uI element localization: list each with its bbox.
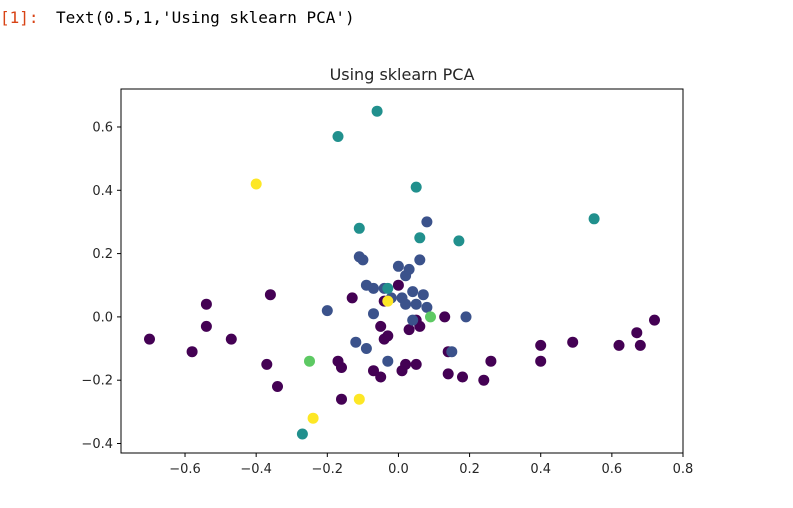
scatter-point-27 — [442, 368, 454, 380]
scatter-point-49 — [392, 260, 404, 272]
scatter-point-58 — [421, 216, 433, 228]
scatter-point-20 — [400, 358, 412, 370]
scatter-point-64 — [382, 282, 394, 294]
scatter-point-33 — [567, 336, 579, 348]
scatter-point-59 — [421, 301, 433, 313]
scatter-point-25 — [439, 311, 451, 323]
scatter-point-72 — [304, 355, 315, 367]
scatter-point-74 — [250, 178, 262, 190]
scatter-point-3 — [200, 320, 212, 332]
plot-frame — [120, 88, 684, 454]
scatter-point-55 — [410, 298, 422, 310]
scatter-point-2 — [200, 298, 212, 310]
scatter-point-51 — [400, 298, 412, 310]
output-prompt: [1]: — [0, 8, 39, 27]
scatter-point-71 — [588, 213, 600, 225]
scatter-point-60 — [407, 314, 419, 326]
scatter-point-63 — [296, 428, 308, 440]
scatter-point-37 — [649, 314, 660, 326]
x-tick-label-2: −0.2 — [312, 462, 344, 477]
scatter-point-62 — [460, 311, 472, 323]
y-tick-label-0: −0.4 — [81, 437, 113, 452]
scatter-point-34 — [613, 339, 625, 351]
scatter-point-11 — [346, 292, 358, 304]
scatter-point-0 — [144, 333, 155, 345]
scatter-point-38 — [321, 305, 333, 317]
y-tick-label-1: −0.2 — [81, 374, 113, 389]
x-tick-label-4: 0.2 — [459, 462, 480, 477]
scatter-point-4 — [225, 333, 237, 345]
scatter-point-65 — [414, 232, 426, 244]
scatter-point-18 — [392, 279, 404, 291]
scatter-point-31 — [535, 339, 547, 351]
scatter-point-39 — [350, 336, 362, 348]
y-tick-label-4: 0.4 — [92, 184, 113, 199]
scatter-point-1 — [186, 346, 198, 358]
scatter-point-53 — [403, 263, 415, 275]
scatter-point-44 — [368, 308, 379, 320]
output-text: Text(0.5,1,'Using sklearn PCA') — [56, 8, 355, 27]
scatter-point-67 — [332, 131, 344, 142]
scatter-point-56 — [414, 254, 426, 266]
scatter-point-57 — [417, 289, 429, 301]
scatter-point-68 — [371, 105, 383, 117]
y-tick-label-2: 0.0 — [92, 310, 113, 325]
x-tick-label-6: 0.6 — [602, 462, 623, 477]
x-tick-label-3: 0.0 — [388, 462, 409, 477]
scatter-point-21 — [403, 324, 415, 336]
scatter-point-8 — [336, 393, 347, 405]
chart-title: Using sklearn PCA — [330, 65, 475, 84]
scatter-point-30 — [485, 355, 497, 367]
y-tick-label-3: 0.2 — [92, 247, 113, 262]
scatter-point-35 — [631, 327, 643, 339]
y-tick-label-5: 0.6 — [92, 120, 113, 135]
scatter-point-76 — [353, 393, 365, 405]
scatter-point-43 — [368, 282, 379, 294]
scatter-point-12 — [368, 365, 379, 377]
scatter-point-70 — [353, 222, 365, 234]
x-tick-label-1: −0.4 — [240, 462, 272, 477]
scatter-point-13 — [375, 371, 387, 383]
scatter-point-32 — [535, 355, 547, 367]
scatter-point-15 — [375, 320, 387, 332]
scatter-point-24 — [414, 320, 426, 332]
scatter-point-41 — [357, 254, 369, 266]
scatter-point-77 — [382, 295, 394, 307]
scatter-point-16 — [382, 330, 394, 342]
scatter-point-5 — [264, 289, 276, 301]
x-tick-label-0: −0.6 — [169, 462, 201, 477]
x-tick-label-7: 0.8 — [673, 462, 694, 477]
scatter-point-54 — [407, 286, 419, 298]
y-axis: −0.4 −0.2 0.0 0.2 0.4 0.6 — [81, 120, 121, 452]
x-tick-label-5: 0.4 — [530, 462, 551, 477]
scatter-point-66 — [453, 235, 465, 247]
points-layer — [144, 105, 660, 440]
scatter-point-6 — [261, 358, 273, 370]
scatter-point-7 — [272, 381, 283, 392]
scatter-point-29 — [478, 374, 490, 386]
x-axis: −0.6 −0.4 −0.2 0.0 0.2 0.4 0.6 0.8 — [169, 453, 693, 477]
scatter-point-23 — [410, 358, 422, 370]
scatter-point-28 — [457, 371, 468, 383]
scatter-point-48 — [360, 343, 372, 354]
scatter-point-47 — [382, 355, 394, 367]
scatter-point-69 — [410, 181, 422, 193]
scatter-point-73 — [425, 311, 436, 323]
scatter-point-36 — [634, 339, 646, 351]
scatter-point-10 — [336, 362, 347, 373]
scatter-point-61 — [446, 346, 458, 358]
scatter-point-75 — [307, 412, 319, 424]
